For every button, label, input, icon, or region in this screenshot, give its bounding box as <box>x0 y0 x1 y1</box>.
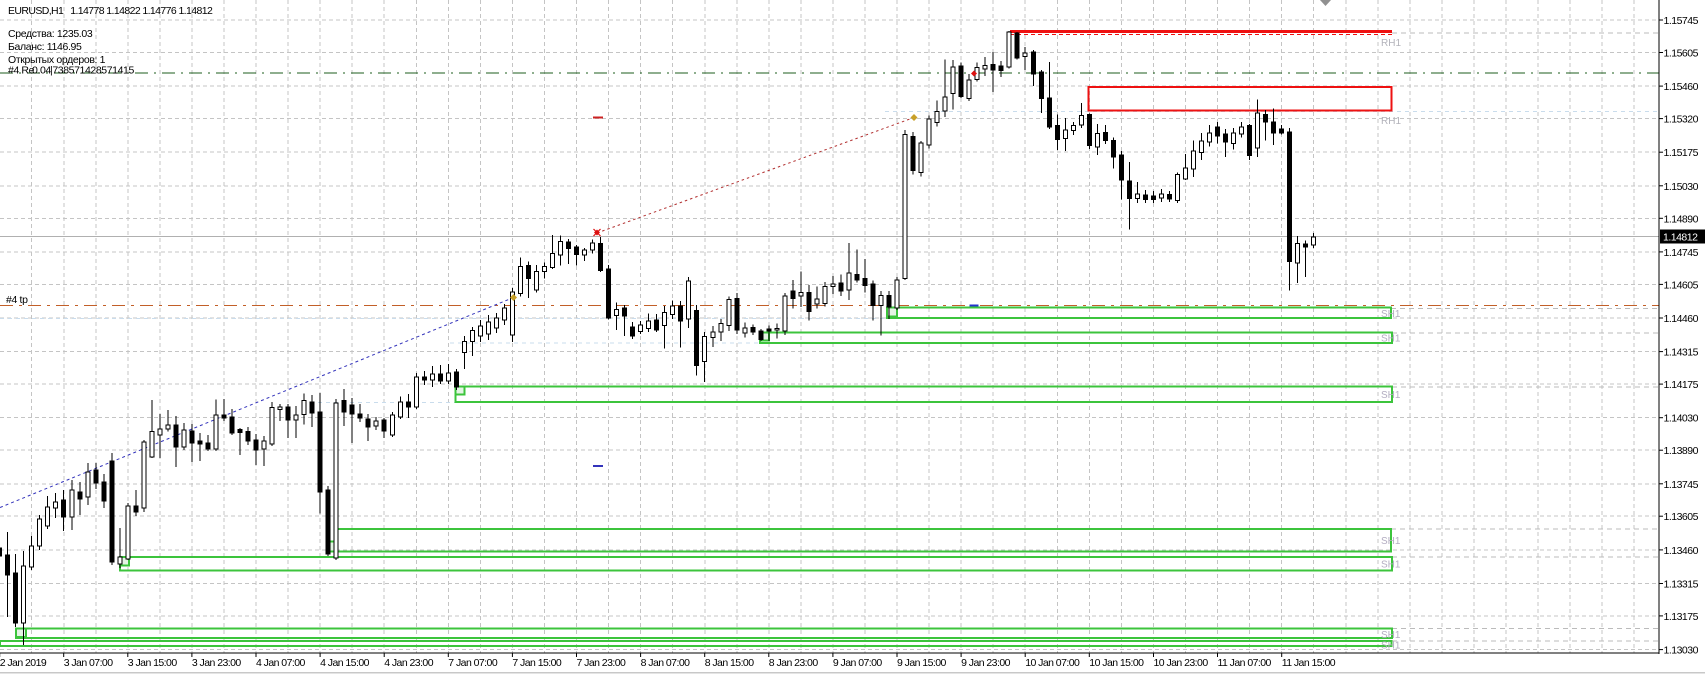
svg-text:0.04: 0.04 <box>32 65 51 77</box>
svg-text:1.15460: 1.15460 <box>1664 81 1699 93</box>
svg-text:4 Jan 07:00: 4 Jan 07:00 <box>256 657 306 669</box>
svg-text:10 Jan 07:00: 10 Jan 07:00 <box>1025 657 1080 669</box>
svg-text:10 Jan 23:00: 10 Jan 23:00 <box>1154 657 1209 669</box>
svg-text:1.13605: 1.13605 <box>1664 511 1699 523</box>
svg-text:1.14890: 1.14890 <box>1664 213 1699 225</box>
svg-text:RH1: RH1 <box>1381 38 1401 49</box>
svg-text:#4 tp: #4 tp <box>6 294 28 306</box>
svg-text:1.14812: 1.14812 <box>1663 232 1698 244</box>
svg-text:11 Jan 15:00: 11 Jan 15:00 <box>1282 657 1336 669</box>
svg-text:SH1: SH1 <box>1381 309 1401 320</box>
svg-text:RH1: RH1 <box>1381 116 1401 127</box>
svg-text:9 Jan 15:00: 9 Jan 15:00 <box>897 657 947 669</box>
svg-text:8 Jan 15:00: 8 Jan 15:00 <box>705 657 755 669</box>
svg-text:1.14315: 1.14315 <box>1664 347 1699 359</box>
svg-text:4 Jan 23:00: 4 Jan 23:00 <box>384 657 434 669</box>
svg-text:SH1: SH1 <box>1381 536 1401 547</box>
svg-text:1.13745: 1.13745 <box>1664 479 1699 491</box>
svg-text:SH1: SH1 <box>1381 390 1401 401</box>
svg-text:#4 Re: #4 Re <box>8 65 35 77</box>
svg-text:1.13175: 1.13175 <box>1664 611 1699 623</box>
svg-text:1.13030: 1.13030 <box>1664 645 1699 657</box>
svg-text:1.14460: 1.14460 <box>1664 313 1699 325</box>
svg-text:1.14745: 1.14745 <box>1664 247 1699 259</box>
svg-text:1.13315: 1.13315 <box>1664 579 1699 591</box>
svg-text:1.13460: 1.13460 <box>1664 545 1699 557</box>
svg-text:9 Jan 23:00: 9 Jan 23:00 <box>961 657 1011 669</box>
svg-text:Баланс: 1146.95: Баланс: 1146.95 <box>8 41 82 53</box>
svg-text:1.14605: 1.14605 <box>1664 279 1699 291</box>
svg-text:7 Jan 07:00: 7 Jan 07:00 <box>448 657 498 669</box>
svg-text:8 Jan 07:00: 8 Jan 07:00 <box>641 657 691 669</box>
svg-text:1.15605: 1.15605 <box>1664 48 1699 60</box>
svg-text:3 Jan 23:00: 3 Jan 23:00 <box>192 657 242 669</box>
svg-text:1.14030: 1.14030 <box>1664 413 1699 425</box>
svg-text:1.15030: 1.15030 <box>1664 181 1699 193</box>
svg-text:Средства: 1235.03: Средства: 1235.03 <box>8 28 93 40</box>
svg-text:1.15320: 1.15320 <box>1664 114 1699 126</box>
svg-text:SH1: SH1 <box>1381 560 1401 571</box>
svg-text:7 Jan 23:00: 7 Jan 23:00 <box>577 657 627 669</box>
svg-text:8 Jan 23:00: 8 Jan 23:00 <box>769 657 819 669</box>
svg-text:|738571428571415: |738571428571415 <box>50 65 134 77</box>
svg-text:10 Jan 15:00: 10 Jan 15:00 <box>1089 657 1144 669</box>
svg-text:11 Jan 07:00: 11 Jan 07:00 <box>1218 657 1272 669</box>
svg-text:2 Jan 2019: 2 Jan 2019 <box>0 657 47 669</box>
svg-text:Открытых ордеров: 1: Открытых ордеров: 1 <box>8 54 106 66</box>
svg-text:3 Jan 07:00: 3 Jan 07:00 <box>64 657 114 669</box>
svg-text:SH1: SH1 <box>1381 641 1401 652</box>
svg-text:4 Jan 15:00: 4 Jan 15:00 <box>320 657 370 669</box>
svg-text:SH1: SH1 <box>1381 630 1401 641</box>
svg-text:9 Jan 07:00: 9 Jan 07:00 <box>833 657 883 669</box>
svg-text:EURUSD,H1 1.14778 1.14822 1.: EURUSD,H1 1.14778 1.14822 1.14776 1.1481… <box>8 5 213 17</box>
svg-text:7 Jan 15:00: 7 Jan 15:00 <box>512 657 562 669</box>
svg-text:1.13890: 1.13890 <box>1664 445 1699 457</box>
svg-text:3 Jan 15:00: 3 Jan 15:00 <box>128 657 178 669</box>
svg-text:1.14175: 1.14175 <box>1664 379 1699 391</box>
svg-text:1.15745: 1.15745 <box>1664 15 1699 27</box>
svg-text:SH1: SH1 <box>1381 334 1401 345</box>
svg-text:1.15175: 1.15175 <box>1664 147 1699 159</box>
